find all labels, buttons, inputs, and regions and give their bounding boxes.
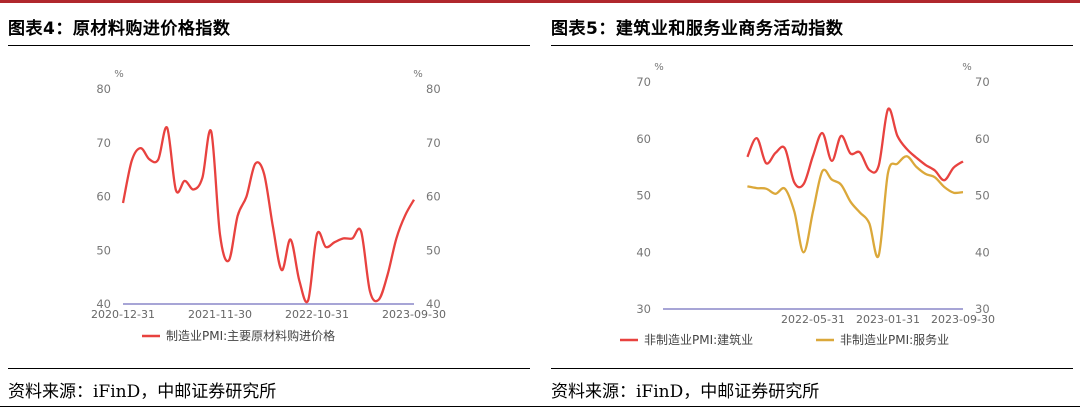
source-divider-right (551, 368, 1073, 369)
title-divider-right (551, 45, 1073, 46)
top-accent-rule (0, 0, 1080, 3)
source-note-left: 资料来源：iFinD，中邮证券研究所 (8, 382, 277, 402)
y-tick-right: 70 (426, 136, 441, 150)
y-tick-right: 40 (975, 245, 990, 259)
y-tick-left: 40 (636, 245, 651, 259)
unit-label-left: % (654, 62, 664, 73)
legend-label-0: 非制造业PMI:建筑业 (644, 332, 753, 347)
y-tick-left: 60 (96, 190, 111, 204)
x-tick-label: 2023-09-30 (382, 308, 446, 321)
y-tick-right: 60 (975, 132, 990, 146)
y-tick-right: 50 (426, 243, 441, 257)
chart-title-left: 图表4：原材料购进价格指数 (8, 19, 231, 39)
y-tick-right: 60 (426, 190, 441, 204)
unit-label-right: % (962, 62, 972, 73)
y-tick-right: 50 (975, 189, 990, 203)
y-tick-right: 30 (975, 302, 990, 316)
title-divider-left (8, 45, 530, 46)
y-tick-left: 70 (636, 75, 651, 89)
x-tick-label: 2023-09-30 (931, 313, 995, 326)
y-tick-right: 40 (426, 297, 441, 311)
y-tick-left: 30 (636, 302, 651, 316)
x-tick-label: 2022-05-31 (781, 313, 845, 326)
x-tick-label: 2020-12-31 (91, 308, 155, 321)
unit-label-right: % (413, 69, 423, 80)
y-tick-left: 80 (96, 82, 111, 96)
unit-label-left: % (114, 69, 124, 80)
y-tick-right: 80 (426, 82, 441, 96)
y-tick-right: 70 (975, 75, 990, 89)
series-line-0 (746, 107, 964, 189)
series-line-1 (747, 155, 964, 259)
chart-title-right: 图表5：建筑业和服务业商务活动指数 (551, 19, 844, 39)
chart-right: % % 30 30 40 40 50 50 60 60 70 70 2022-05-31 2023-01-… (620, 62, 995, 347)
source-divider-left (8, 368, 530, 369)
y-tick-left: 50 (636, 189, 651, 203)
legend-label-1: 非制造业PMI:服务业 (840, 332, 949, 347)
y-tick-left: 50 (96, 243, 111, 257)
x-tick-label: 2021-11-30 (188, 308, 252, 321)
y-tick-left: 60 (636, 132, 651, 146)
series-line-0 (121, 126, 415, 304)
source-note-right: 资料来源：iFinD，中邮证券研究所 (551, 382, 820, 402)
y-tick-left: 70 (96, 136, 111, 150)
x-tick-label: 2023-01-31 (856, 313, 920, 326)
chart-left: % % 40 40 50 50 60 60 70 70 80 80 2020-12-31 2021-11-… (91, 69, 446, 343)
bottom-rule (0, 406, 1080, 407)
legend-label-0: 制造业PMI:主要原材料购进价格 (166, 328, 335, 343)
x-tick-label: 2022-10-31 (285, 308, 349, 321)
y-tick-left: 40 (96, 297, 111, 311)
